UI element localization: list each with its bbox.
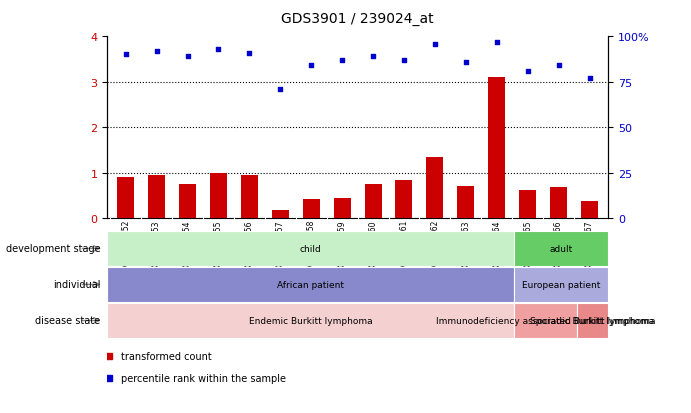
- Bar: [241, 176, 258, 219]
- Bar: [179, 185, 196, 219]
- Text: transformed count: transformed count: [121, 351, 211, 361]
- Text: GSM656466: GSM656466: [554, 220, 563, 266]
- Text: GSM656461: GSM656461: [399, 220, 408, 266]
- Text: GSM656456: GSM656456: [245, 220, 254, 266]
- Point: [460, 59, 471, 66]
- Text: GSM656463: GSM656463: [462, 220, 471, 266]
- Bar: [426, 157, 444, 219]
- Bar: [489, 78, 505, 219]
- Bar: [395, 180, 413, 219]
- Bar: [107, 231, 514, 266]
- Bar: [334, 199, 350, 219]
- Text: disease state: disease state: [35, 316, 100, 326]
- Text: individual: individual: [53, 280, 100, 290]
- Point: [182, 54, 193, 60]
- Text: GSM656457: GSM656457: [276, 220, 285, 266]
- Bar: [519, 191, 536, 219]
- Text: Endemic Burkitt lymphoma: Endemic Burkitt lymphoma: [249, 316, 372, 325]
- Text: Immunodeficiency associated Burkitt lymphoma: Immunodeficiency associated Burkitt lymp…: [436, 316, 655, 325]
- Text: African patient: African patient: [277, 280, 344, 289]
- Text: GSM656465: GSM656465: [523, 220, 532, 266]
- Bar: [365, 185, 381, 219]
- Text: GSM656454: GSM656454: [183, 220, 192, 266]
- Text: GSM656458: GSM656458: [307, 220, 316, 266]
- Bar: [107, 267, 514, 302]
- Text: GSM656462: GSM656462: [430, 220, 439, 266]
- Text: European patient: European patient: [522, 280, 600, 289]
- Text: child: child: [300, 244, 321, 253]
- Bar: [457, 186, 474, 219]
- Bar: [303, 200, 320, 219]
- Bar: [107, 303, 514, 338]
- Bar: [577, 303, 608, 338]
- Point: [337, 57, 348, 64]
- Text: GSM656459: GSM656459: [338, 220, 347, 266]
- Text: development stage: development stage: [6, 244, 100, 254]
- Text: GSM656464: GSM656464: [492, 220, 501, 266]
- Point: [553, 63, 564, 69]
- Text: GSM656452: GSM656452: [121, 220, 130, 266]
- Point: [522, 69, 533, 75]
- Point: [491, 39, 502, 46]
- Point: [275, 87, 286, 93]
- Text: GSM656453: GSM656453: [152, 220, 161, 266]
- Point: [120, 52, 131, 59]
- Bar: [148, 176, 165, 219]
- Point: [584, 76, 595, 82]
- Point: [151, 48, 162, 55]
- Text: GSM656455: GSM656455: [214, 220, 223, 266]
- Text: adult: adult: [549, 244, 573, 253]
- Bar: [581, 202, 598, 219]
- Bar: [550, 188, 567, 219]
- Text: GDS3901 / 239024_at: GDS3901 / 239024_at: [281, 12, 434, 26]
- Bar: [210, 173, 227, 219]
- Point: [305, 63, 316, 69]
- Point: [368, 54, 379, 60]
- Bar: [117, 178, 134, 219]
- Text: GSM656467: GSM656467: [585, 220, 594, 266]
- Bar: [514, 231, 608, 266]
- Bar: [514, 303, 577, 338]
- Point: [429, 41, 440, 48]
- Text: percentile rank within the sample: percentile rank within the sample: [121, 373, 286, 383]
- Point: [213, 47, 224, 53]
- Bar: [272, 211, 289, 219]
- Bar: [514, 267, 608, 302]
- Text: GSM656460: GSM656460: [368, 220, 377, 266]
- Point: [244, 50, 255, 57]
- Text: Sporadic Burkitt lymphoma: Sporadic Burkitt lymphoma: [531, 316, 654, 325]
- Point: [399, 57, 410, 64]
